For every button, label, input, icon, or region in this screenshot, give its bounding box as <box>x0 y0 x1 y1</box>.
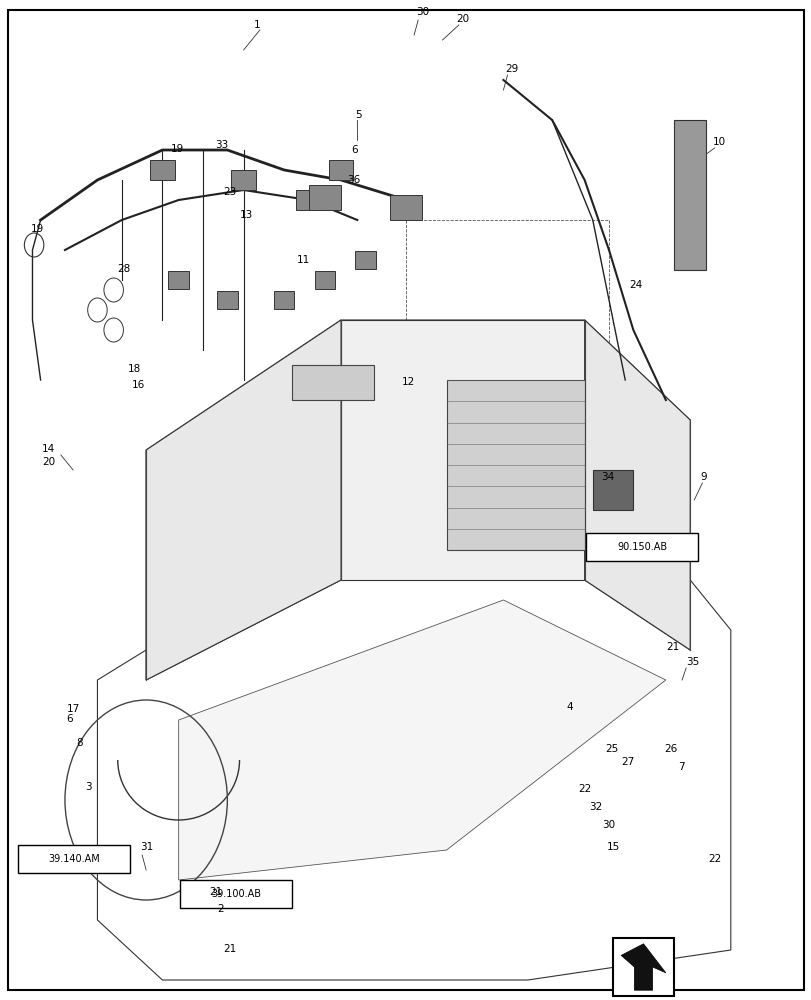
Text: 30: 30 <box>602 820 615 830</box>
Text: 9: 9 <box>699 472 706 482</box>
Text: 1: 1 <box>253 20 260 30</box>
Bar <box>612 938 673 996</box>
Text: 6: 6 <box>350 145 357 155</box>
Bar <box>169 271 188 289</box>
Bar <box>673 120 706 270</box>
Text: 28: 28 <box>118 264 131 274</box>
Polygon shape <box>146 320 341 680</box>
Polygon shape <box>620 944 665 990</box>
Text: 12: 12 <box>401 377 414 387</box>
Bar <box>354 251 375 269</box>
Bar <box>308 185 341 210</box>
Text: 14: 14 <box>42 444 55 454</box>
Text: 6: 6 <box>67 714 73 724</box>
Text: 19: 19 <box>170 144 183 154</box>
Text: 13: 13 <box>239 210 252 220</box>
Bar <box>389 195 422 220</box>
Text: 11: 11 <box>296 255 309 265</box>
Text: 15: 15 <box>606 842 619 852</box>
Text: 23: 23 <box>223 187 236 197</box>
Polygon shape <box>584 320 689 650</box>
Text: 25: 25 <box>604 744 617 754</box>
Text: 10: 10 <box>712 137 725 147</box>
Bar <box>314 271 334 289</box>
FancyBboxPatch shape <box>18 845 130 873</box>
Text: 33: 33 <box>215 140 228 150</box>
Text: 20: 20 <box>456 14 469 24</box>
Text: 18: 18 <box>128 364 141 374</box>
Text: 36: 36 <box>347 175 360 185</box>
Bar <box>592 470 633 510</box>
Text: 21: 21 <box>209 887 222 897</box>
Text: 2: 2 <box>217 904 224 914</box>
Bar <box>292 365 373 400</box>
Text: 22: 22 <box>577 784 590 794</box>
Text: 22: 22 <box>707 854 720 864</box>
Text: 35: 35 <box>685 657 698 667</box>
Bar <box>150 160 174 180</box>
Bar <box>296 190 320 210</box>
Text: 27: 27 <box>620 757 633 767</box>
Text: 17: 17 <box>67 704 79 714</box>
Bar <box>273 291 294 309</box>
FancyBboxPatch shape <box>180 880 292 908</box>
Text: 39.140.AM: 39.140.AM <box>48 854 100 864</box>
Text: 39.100.AB: 39.100.AB <box>211 889 261 899</box>
Bar <box>231 170 255 190</box>
Bar <box>217 291 237 309</box>
Text: 30: 30 <box>415 7 428 17</box>
Text: 32: 32 <box>588 802 601 812</box>
Text: 34: 34 <box>600 472 613 482</box>
Text: 21: 21 <box>665 642 678 652</box>
Text: 90.150.AB: 90.150.AB <box>616 542 667 552</box>
Text: 8: 8 <box>76 738 83 748</box>
Text: 4: 4 <box>565 702 572 712</box>
Text: 26: 26 <box>663 744 676 754</box>
Text: 3: 3 <box>85 782 92 792</box>
Text: 7: 7 <box>677 762 684 772</box>
Text: 24: 24 <box>629 280 642 290</box>
Text: 5: 5 <box>355 110 362 120</box>
Text: 20: 20 <box>42 457 55 467</box>
Text: 31: 31 <box>139 842 152 852</box>
Polygon shape <box>446 380 584 550</box>
Text: 29: 29 <box>504 64 517 74</box>
Polygon shape <box>341 320 584 580</box>
Text: 21: 21 <box>223 944 236 954</box>
Text: 16: 16 <box>131 380 144 390</box>
Polygon shape <box>178 600 665 880</box>
FancyBboxPatch shape <box>586 533 697 561</box>
Bar <box>328 160 353 180</box>
Text: 19: 19 <box>31 224 44 234</box>
